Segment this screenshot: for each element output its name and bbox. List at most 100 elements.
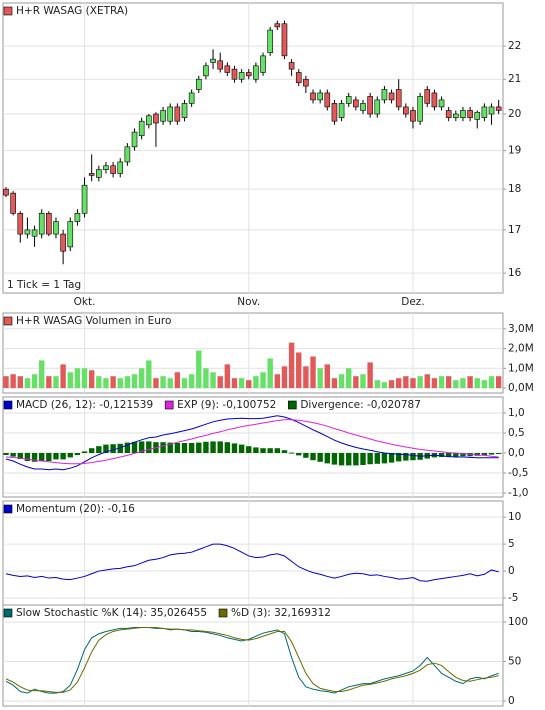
volume-bar — [481, 380, 488, 389]
candle-body — [195, 78, 202, 90]
divergence-bar — [481, 453, 488, 456]
divergence-bar — [331, 453, 338, 465]
divergence-bar — [138, 441, 145, 453]
divergence-bar — [317, 453, 323, 462]
divergence-bar — [246, 446, 252, 453]
candle-body — [474, 111, 481, 120]
volume-bar — [367, 362, 373, 389]
candle-body — [281, 23, 288, 57]
volume-bar — [388, 380, 395, 389]
y-tick-label: 16 — [508, 267, 522, 279]
divergence-bar — [39, 453, 45, 461]
volume-bar — [138, 368, 145, 389]
volume-bar — [431, 378, 438, 389]
divergence-bar — [338, 453, 345, 466]
series-line — [5, 627, 499, 694]
y-tick-label: 3,0M — [508, 323, 534, 335]
y-tick-label: 0 — [508, 565, 515, 577]
candle-body — [453, 113, 459, 118]
legend-label: Momentum (20): -0,16 — [16, 503, 135, 515]
candle-body — [124, 146, 131, 163]
volume-bar — [231, 378, 238, 389]
divergence-bar — [17, 453, 23, 459]
candle-body — [438, 99, 445, 108]
divergence-bar — [296, 453, 302, 456]
legend-swatch — [3, 400, 13, 410]
x-tick-label: Nov. — [237, 296, 260, 308]
volume-bar — [495, 376, 502, 389]
volume-bar — [203, 368, 209, 389]
divergence-bar — [438, 453, 445, 457]
divergence-bar — [238, 444, 245, 453]
candle-body — [88, 173, 95, 176]
y-tick-label: 0,5 — [508, 427, 525, 439]
volume-bar — [3, 376, 9, 389]
candle-body — [110, 165, 116, 174]
divergence-bar — [410, 453, 416, 461]
divergence-bar — [353, 453, 359, 466]
divergence-bar — [196, 442, 202, 453]
panel — [2, 500, 504, 606]
legend-swatch — [3, 504, 13, 514]
candle-body — [153, 113, 159, 124]
volume-bar — [253, 376, 259, 389]
volume-bar — [110, 376, 116, 389]
candle-body — [46, 213, 52, 235]
candle-body — [381, 89, 388, 101]
candle-body — [431, 92, 438, 108]
volume-bar — [196, 350, 202, 389]
candle-body — [103, 165, 109, 170]
candle-body — [488, 106, 495, 115]
candle-body — [138, 120, 145, 137]
volume-bar — [288, 342, 295, 389]
divergence-bar — [110, 444, 116, 453]
candle-body — [395, 89, 402, 108]
candle-body — [174, 106, 181, 122]
volume-bar — [131, 374, 138, 389]
divergence-bar — [388, 453, 395, 463]
divergence-bar — [103, 444, 109, 453]
divergence-bar — [88, 448, 95, 453]
y-tick-label: 21 — [508, 73, 521, 85]
volume-bar — [117, 378, 123, 389]
legend-swatch — [3, 316, 13, 326]
volume-bar — [460, 378, 466, 389]
volume-bar — [467, 376, 473, 389]
divergence-bar — [96, 446, 102, 453]
candle-body — [96, 169, 102, 178]
volume-bar — [474, 378, 480, 389]
volume-bar — [410, 378, 416, 389]
y-tick-label: 1,0 — [508, 407, 525, 419]
divergence-bar — [381, 453, 388, 464]
y-tick-label: 22 — [508, 40, 521, 52]
candle-body — [160, 110, 166, 122]
divergence-bar — [310, 453, 316, 461]
volume-bar — [324, 364, 330, 389]
legend-label: Divergence: -0,020787 — [300, 399, 421, 411]
candle-body — [324, 92, 331, 108]
divergence-bar — [374, 453, 380, 464]
candle-body — [467, 110, 473, 118]
divergence-bar — [346, 453, 352, 466]
candle-body — [345, 96, 352, 104]
volume-bar — [274, 374, 281, 389]
divergence-bar — [188, 443, 195, 453]
candle-body — [403, 106, 409, 115]
y-tick-label: 2,0M — [508, 343, 534, 355]
divergence-bar — [224, 442, 231, 453]
legend-swatch — [3, 608, 13, 618]
divergence-bar — [360, 453, 366, 465]
candle-body — [10, 192, 16, 214]
divergence-bar — [124, 442, 131, 453]
candle-body — [188, 92, 195, 104]
divergence-bar — [367, 453, 373, 465]
volume-bar — [74, 368, 81, 389]
divergence-bar — [31, 453, 38, 462]
candle-body — [38, 213, 45, 235]
divergence-bar — [210, 441, 216, 453]
volume-bar — [88, 370, 95, 389]
legend-swatch — [164, 400, 174, 410]
volume-bar — [296, 352, 302, 389]
volume-bar — [453, 380, 459, 389]
divergence-bar — [81, 451, 88, 453]
